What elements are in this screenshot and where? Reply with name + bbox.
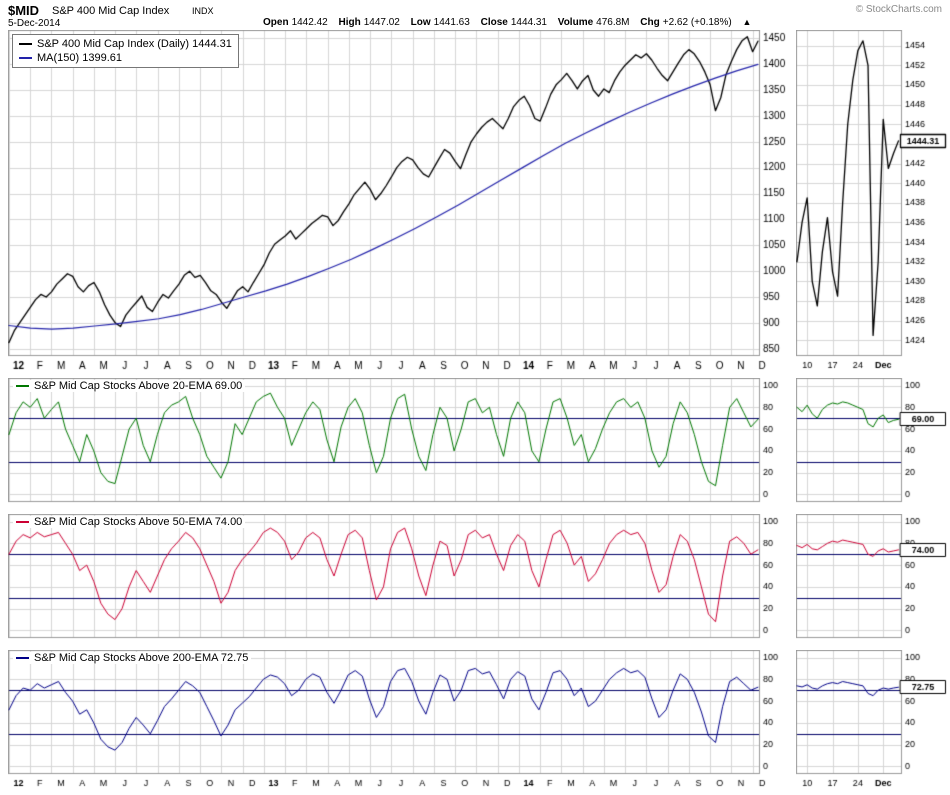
price-zoom-chart-canvas (796, 30, 948, 374)
pct-above-20ema-chart-canvas (8, 378, 798, 504)
close-field: Close 1444.31 (481, 17, 547, 28)
high-label: High (338, 17, 361, 28)
volume-label: Volume (557, 17, 594, 28)
above-200ema-line-swatch (16, 657, 29, 660)
pct-above-200ema-zoom-canvas (796, 650, 948, 792)
high-field: High 1447.02 (339, 17, 400, 28)
pct-above-20ema-zoom-canvas (796, 378, 948, 504)
above-50ema-title-text: S&P Mid Cap Stocks Above 50-EMA 74.00 (34, 516, 243, 528)
volume-field: Volume 476.8M (558, 17, 630, 28)
symbol: $MID (8, 3, 40, 18)
open-value: 1442.42 (291, 17, 328, 28)
high-value: 1447.02 (363, 17, 400, 28)
copyright: © StockCharts.com (855, 4, 942, 15)
above-20ema-line-swatch (16, 385, 29, 388)
change-field: Chg +2.62 (+0.18%) (640, 17, 731, 28)
change-value: +2.62 (+0.18%) (662, 17, 732, 28)
exchange-label: INDX (192, 6, 214, 16)
main-chart-legend: S&P 400 Mid Cap Index (Daily) 1444.31 MA… (12, 34, 239, 68)
low-label: Low (410, 17, 431, 28)
pct-above-50ema-zoom-canvas (796, 514, 948, 640)
chart-date: 5-Dec-2014 (8, 18, 61, 29)
index-line-swatch (19, 43, 32, 46)
volume-value: 476.8M (596, 17, 630, 28)
legend-ma-row: MA(150) 1399.61 (19, 51, 232, 65)
ma-line-swatch (19, 57, 32, 60)
main-price-chart-canvas (8, 30, 798, 374)
low-field: Low 1441.63 (411, 17, 470, 28)
above-200ema-title-text: S&P Mid Cap Stocks Above 200-EMA 72.75 (34, 652, 249, 664)
panel-title-above-50ema: S&P Mid Cap Stocks Above 50-EMA 74.00 (13, 516, 246, 528)
ohlc-quote-row: Open 1442.42 High 1447.02 Low 1441.63 Close… (263, 17, 751, 28)
pct-above-200ema-chart-canvas (8, 650, 798, 792)
pct-above-50ema-chart-canvas (8, 514, 798, 640)
open-field: Open 1442.42 (263, 17, 328, 28)
low-value: 1441.63 (433, 17, 470, 28)
index-name: S&P 400 Mid Cap Index (52, 5, 170, 17)
close-value: 1444.31 (510, 17, 547, 28)
close-label: Close (480, 17, 508, 28)
above-50ema-line-swatch (16, 521, 29, 524)
legend-index-label: S&P 400 Mid Cap Index (Daily) 1444.31 (37, 38, 232, 50)
panel-title-above-20ema: S&P Mid Cap Stocks Above 20-EMA 69.00 (13, 380, 246, 392)
panel-title-above-200ema: S&P Mid Cap Stocks Above 200-EMA 72.75 (13, 652, 252, 664)
above-20ema-title-text: S&P Mid Cap Stocks Above 20-EMA 69.00 (34, 380, 243, 392)
open-label: Open (263, 17, 289, 28)
change-up-arrow-icon: ▲ (742, 17, 752, 27)
change-label: Chg (640, 17, 660, 28)
legend-ma-label: MA(150) 1399.61 (37, 52, 122, 64)
legend-index-row: S&P 400 Mid Cap Index (Daily) 1444.31 (19, 37, 232, 51)
